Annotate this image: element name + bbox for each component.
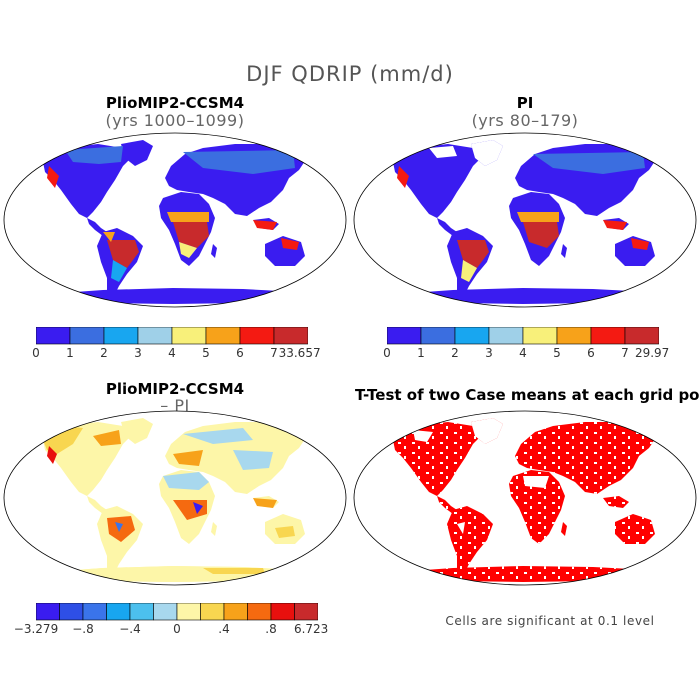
map-pliomip	[3, 132, 347, 308]
colorbar-tick-label: 1	[66, 346, 74, 360]
colorbar-tick-label: −.8	[72, 622, 94, 636]
colorbar-cell	[205, 327, 241, 345]
colorbar-tick-label: −3.279	[13, 622, 59, 636]
colorbar-cell	[171, 327, 207, 345]
colorbar-cell	[387, 327, 422, 345]
colorbar-tick-label: 0	[383, 346, 391, 360]
colorbar-tick-label: 3	[485, 346, 493, 360]
colorbar-tick-label: 2	[100, 346, 108, 360]
colorbar-cell	[106, 603, 131, 621]
colorbar-cell	[176, 603, 201, 621]
colorbar-cell	[273, 327, 308, 345]
colorbar-cell	[82, 603, 107, 621]
colorbar-tick-label: 33.657	[278, 346, 321, 360]
panel-3-subtitle: – PI	[160, 396, 190, 415]
colorbar-tick-label: 6	[236, 346, 244, 360]
colorbar-cell	[153, 603, 178, 621]
colorbar-tick-label: 2	[451, 346, 459, 360]
colorbar-tick-label: 4	[519, 346, 527, 360]
colorbar-cell	[488, 327, 524, 345]
colorbar-tick-label: 3	[134, 346, 142, 360]
colorbar-cell	[590, 327, 626, 345]
panel-1-title: PlioMIP2-CCSM4	[105, 94, 245, 112]
colorbar-pliomip	[36, 327, 308, 345]
significance-note: Cells are significant at 0.1 level	[445, 614, 655, 628]
colorbar-pi	[387, 327, 659, 345]
colorbar-tick-label: 7	[621, 346, 629, 360]
colorbar-tick-label: 5	[202, 346, 210, 360]
map-ttest	[353, 410, 697, 586]
colorbar-cell	[270, 603, 295, 621]
colorbar-cell	[454, 327, 490, 345]
colorbar-cell	[69, 327, 105, 345]
colorbar-cell	[420, 327, 456, 345]
colorbar-cell	[223, 603, 248, 621]
figure-title: DJF QDRIP (mm/d)	[246, 62, 454, 86]
colorbar-tick-label: .4	[218, 622, 230, 636]
colorbar-tick-label: −.4	[119, 622, 141, 636]
colorbar-cell	[59, 603, 84, 621]
colorbar-tick-label: 6.723	[293, 622, 329, 636]
colorbar-cell	[239, 327, 275, 345]
colorbar-tick-label: 1	[417, 346, 425, 360]
colorbar-tick-label: 0	[32, 346, 40, 360]
colorbar-cell	[36, 603, 60, 621]
colorbar-cell	[624, 327, 659, 345]
map-difference	[3, 410, 347, 586]
colorbar-difference	[36, 603, 318, 621]
colorbar-cell	[137, 327, 173, 345]
colorbar-tick-label: 5	[553, 346, 561, 360]
panel-1-subtitle: (yrs 1000–1099)	[105, 111, 245, 130]
colorbar-cell	[129, 603, 154, 621]
map-pi	[353, 132, 697, 308]
panel-3-title: PlioMIP2-CCSM4	[105, 380, 245, 398]
panel-2-title: PI	[516, 94, 534, 112]
colorbar-tick-label: 29.97	[634, 346, 670, 360]
colorbar-tick-label: 0	[173, 622, 181, 636]
colorbar-tick-label: 4	[168, 346, 176, 360]
colorbar-cell	[200, 603, 225, 621]
colorbar-cell	[36, 327, 71, 345]
colorbar-cell	[294, 603, 318, 621]
colorbar-cell	[522, 327, 558, 345]
colorbar-tick-label: 6	[587, 346, 595, 360]
colorbar-cell	[247, 603, 272, 621]
panel-4-title: T-Test of two Case means at each grid po…	[355, 386, 700, 404]
colorbar-tick-label: 7	[270, 346, 278, 360]
colorbar-cell	[103, 327, 139, 345]
colorbar-cell	[556, 327, 592, 345]
panel-2-subtitle: (yrs 80–179)	[471, 111, 579, 130]
colorbar-tick-label: .8	[265, 622, 277, 636]
